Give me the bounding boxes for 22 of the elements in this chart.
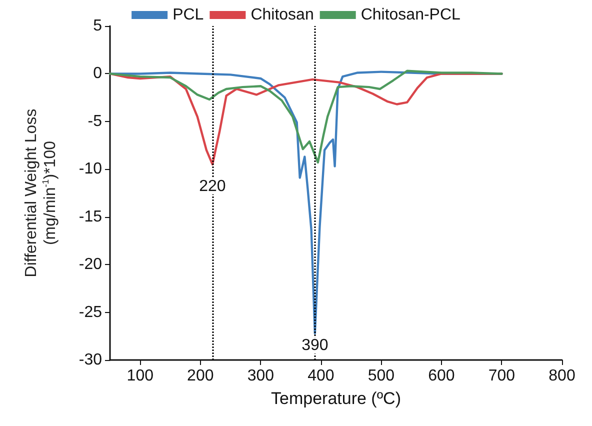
x-tick-label: 200 (187, 368, 214, 384)
legend-label: PCL (172, 6, 204, 24)
x-tick-label: 700 (488, 368, 516, 384)
y-tick-label: -10 (78, 160, 102, 178)
x-tick-label: 600 (428, 368, 455, 384)
y-tick-label: 0 (93, 65, 102, 82)
legend-label: Chitosan (250, 6, 314, 24)
annotation: 220 (199, 178, 226, 195)
x-tick-label: 400 (308, 368, 334, 384)
x-tick-label: 500 (368, 368, 395, 384)
legend-label: Chitosan-PCL (360, 6, 461, 24)
x-tick-label: 800 (548, 368, 576, 384)
x-tick-label: 100 (126, 368, 154, 384)
y-tick-label: -20 (78, 256, 102, 274)
y-tick-label: -30 (78, 352, 102, 368)
y-tick-label: -25 (78, 304, 102, 321)
x-axis-title: Temperature (ºC) (271, 389, 401, 408)
y-tick-label: -15 (78, 208, 102, 226)
y-tick-label: -5 (88, 112, 102, 130)
y-tick-label: 5 (93, 18, 102, 34)
annotation: 390 (302, 337, 328, 354)
x-tick-label: 300 (247, 368, 274, 384)
